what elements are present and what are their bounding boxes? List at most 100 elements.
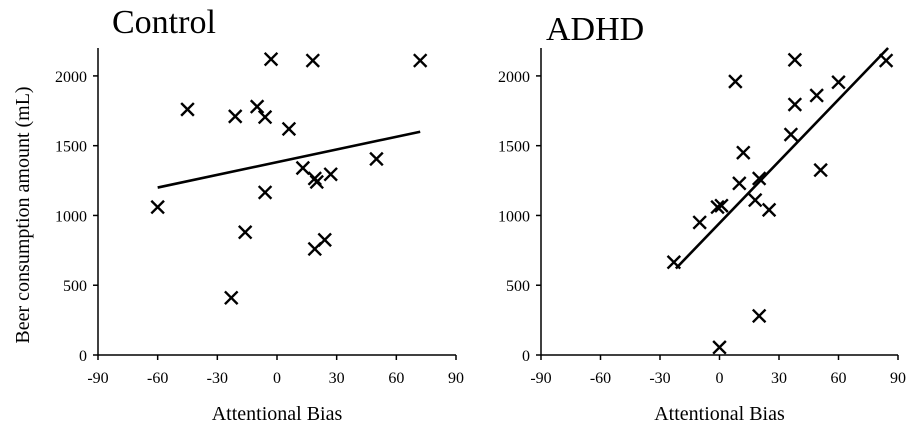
adhd-data-point xyxy=(714,198,729,213)
adhd-data-point xyxy=(787,52,803,68)
adhd-data-point xyxy=(748,192,763,208)
x-marker-stroke xyxy=(761,202,777,218)
control-data-point xyxy=(295,160,311,176)
adhd-data-point xyxy=(783,127,799,142)
x-marker-stroke xyxy=(736,145,751,160)
adhd-data-point xyxy=(736,145,751,160)
control-x-axis-label: Attentional Bias xyxy=(212,403,343,425)
adhd-data-point xyxy=(732,176,747,191)
x-marker-stroke xyxy=(257,185,273,200)
x-marker-stroke xyxy=(813,162,828,178)
adhd-data-point xyxy=(728,74,743,89)
control-x-tick-label: 0 xyxy=(273,370,281,387)
adhd-x-tick-label: 30 xyxy=(771,370,787,387)
x-marker-stroke xyxy=(150,199,165,215)
control-data-point xyxy=(150,199,165,215)
control-panel: Control -90 -60 -30 0 30 60 90 0 500 1000 1500 2000 A… xyxy=(55,4,464,425)
control-x-tick-label: -30 xyxy=(207,370,228,387)
control-x-tick-label: -90 xyxy=(87,370,108,387)
control-data-point xyxy=(257,109,273,125)
adhd-x-tick-label: 0 xyxy=(716,370,724,387)
adhd-data-point xyxy=(878,53,894,68)
y-axis-label: Beer consumption amount (mL) xyxy=(12,86,34,343)
control-panel-title: Control xyxy=(112,4,216,41)
control-data-point xyxy=(257,185,273,200)
x-marker-stroke xyxy=(263,51,279,67)
adhd-y-tick-label: 1500 xyxy=(498,139,530,156)
x-marker-stroke xyxy=(714,198,729,213)
adhd-panel-title: ADHD xyxy=(546,11,644,48)
x-marker-stroke xyxy=(783,127,799,142)
x-marker-stroke xyxy=(751,308,767,324)
adhd-data-point xyxy=(710,199,725,215)
control-y-tick-label: 2000 xyxy=(55,69,87,86)
adhd-x-tick-label: -90 xyxy=(530,370,551,387)
x-marker-stroke xyxy=(732,176,747,191)
x-marker-stroke xyxy=(413,53,428,68)
x-marker-stroke xyxy=(305,53,320,68)
x-marker-stroke xyxy=(787,52,803,68)
adhd-y-tick-label: 2000 xyxy=(498,69,530,86)
control-data-point xyxy=(323,167,338,182)
adhd-y-tick-label: 500 xyxy=(506,278,530,295)
adhd-data-point xyxy=(712,340,727,355)
adhd-trend-line xyxy=(674,47,890,270)
x-marker-stroke xyxy=(257,109,273,125)
adhd-data-point xyxy=(813,162,828,178)
adhd-y-tick-label: 1000 xyxy=(498,208,530,225)
x-marker-stroke xyxy=(712,340,727,355)
control-data-point xyxy=(369,151,384,167)
x-marker-stroke xyxy=(728,74,743,89)
x-marker-stroke xyxy=(317,232,332,248)
adhd-y-tick-label: 0 xyxy=(522,348,530,365)
x-marker-stroke xyxy=(237,225,253,240)
x-marker-stroke xyxy=(710,199,725,215)
x-marker-stroke xyxy=(224,290,239,305)
chart-panels: Control -90 -60 -30 0 30 60 90 0 500 1000 1500 2000 A… xyxy=(55,4,906,425)
adhd-data-point xyxy=(787,97,803,112)
adhd-data-point xyxy=(761,202,777,218)
adhd-x-axis-label: Attentional Bias xyxy=(654,403,785,425)
control-y-tick-label: 500 xyxy=(63,278,87,295)
x-marker-stroke xyxy=(878,53,894,68)
adhd-x-tick-label: -60 xyxy=(590,370,611,387)
control-x-tick-label: 30 xyxy=(329,370,345,387)
x-marker-stroke xyxy=(281,121,297,137)
adhd-data-point xyxy=(751,308,767,324)
adhd-x-tick-label: -30 xyxy=(649,370,670,387)
x-marker-stroke xyxy=(787,97,803,112)
control-data-point xyxy=(228,109,243,124)
control-y-tick-label: 1000 xyxy=(55,208,87,225)
x-marker-stroke xyxy=(309,174,324,190)
adhd-x-tick-label: 60 xyxy=(831,370,847,387)
control-trend-line xyxy=(157,130,421,189)
x-marker-stroke xyxy=(748,192,763,208)
control-x-tick-label: 90 xyxy=(448,370,464,387)
control-data-point xyxy=(224,290,239,305)
control-data-point xyxy=(180,102,195,117)
x-marker-stroke xyxy=(809,88,824,103)
x-marker-stroke xyxy=(180,102,195,117)
control-x-tick-label: 60 xyxy=(388,370,404,387)
adhd-data-point xyxy=(809,88,824,103)
control-data-point xyxy=(263,51,279,67)
control-y-tick-label: 1500 xyxy=(55,139,87,156)
adhd-data-point xyxy=(666,255,682,270)
x-marker-stroke xyxy=(666,255,682,270)
control-x-tick-label: -60 xyxy=(147,370,168,387)
adhd-data-point xyxy=(751,171,767,186)
control-data-point xyxy=(309,174,324,190)
x-marker-stroke xyxy=(751,171,767,186)
x-marker-stroke xyxy=(295,160,311,176)
x-marker-stroke xyxy=(369,151,384,167)
x-marker-stroke xyxy=(323,167,338,182)
control-y-tick-label: 0 xyxy=(79,348,87,365)
control-data-point xyxy=(237,225,253,240)
x-marker-stroke xyxy=(831,74,846,90)
control-data-point xyxy=(305,53,320,68)
control-data-point xyxy=(413,53,428,68)
adhd-panel: ADHD -90 -60 -30 0 30 60 90 0 500 1000 1500 2000 Atte… xyxy=(498,11,906,425)
control-data-point xyxy=(281,121,297,137)
x-marker-stroke xyxy=(692,215,707,230)
